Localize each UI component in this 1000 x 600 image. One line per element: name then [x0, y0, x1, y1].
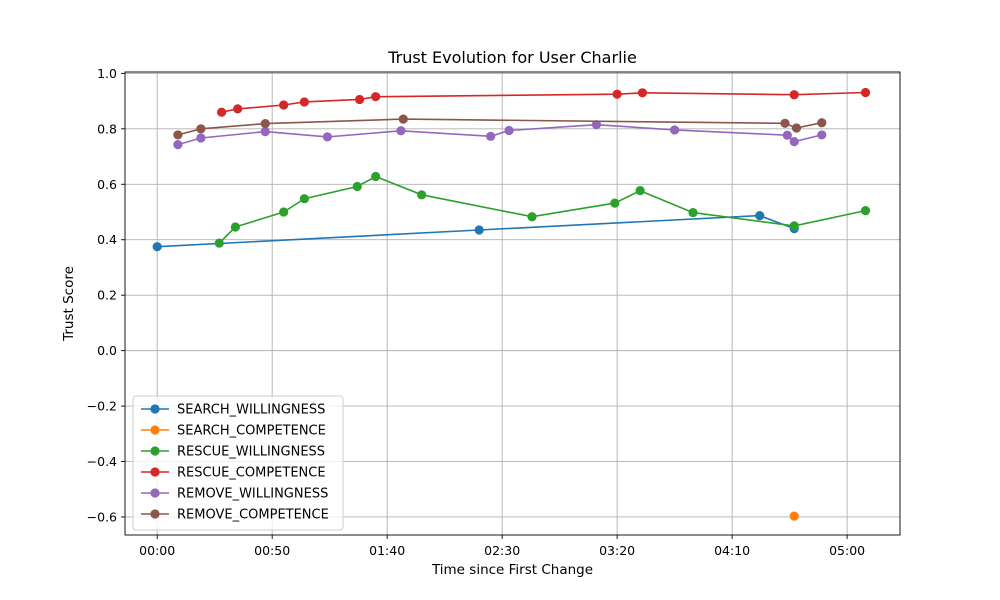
series-search-willingness	[152, 211, 799, 252]
legend-marker	[150, 509, 160, 519]
data-point-search-willingness	[152, 242, 162, 252]
data-point-remove-willingness	[260, 127, 270, 137]
x-axis-title: Time since First Change	[431, 562, 593, 578]
data-point-rescue-willingness	[610, 198, 620, 208]
data-point-rescue-competence	[354, 94, 365, 105]
data-point-rescue-willingness	[214, 238, 224, 248]
legend-marker	[150, 467, 160, 477]
legend-label: SEARCH_WILLINGNESS	[177, 403, 325, 418]
data-point-remove-willingness	[322, 132, 332, 142]
data-point-rescue-competence	[789, 90, 799, 100]
data-point-rescue-competence	[299, 97, 309, 107]
data-point-remove-competence	[196, 124, 206, 134]
legend-marker	[150, 404, 160, 414]
y-tick-label: 1.0	[97, 66, 117, 81]
legend-box	[132, 395, 344, 531]
data-point-rescue-competence	[233, 104, 243, 114]
data-point-rescue-willingness	[230, 222, 240, 232]
data-point-remove-willingness	[789, 136, 799, 147]
data-point-rescue-willingness	[635, 186, 645, 196]
x-tick-label: 00:00	[139, 543, 175, 558]
legend-item-rescue-willingness: RESCUE_WILLINGNESS	[141, 445, 325, 460]
data-point-rescue-competence	[860, 87, 871, 98]
data-point-rescue-willingness	[371, 171, 381, 182]
data-point-remove-willingness	[782, 130, 792, 140]
legend-item-search-willingness: SEARCH_WILLINGNESS	[141, 403, 325, 418]
data-point-remove-willingness	[591, 120, 602, 130]
data-point-rescue-willingness	[527, 212, 537, 222]
data-point-search-competence	[789, 511, 799, 521]
y-tick-label: −0.4	[87, 454, 117, 469]
data-point-remove-willingness	[670, 125, 680, 135]
x-tick-label: 03:20	[599, 543, 635, 558]
data-point-rescue-competence	[371, 92, 381, 102]
data-point-rescue-willingness	[417, 190, 427, 200]
data-point-search-willingness	[474, 225, 484, 235]
y-tick-label: 0.8	[97, 121, 117, 136]
data-point-remove-willingness	[486, 131, 496, 141]
x-tick-label: 05:00	[829, 543, 865, 558]
plot-frame	[124, 71, 901, 536]
data-point-rescue-competence	[637, 88, 648, 98]
legend-item-rescue-competence: RESCUE_COMPETENCE	[141, 466, 326, 481]
y-tick-label: 0.4	[97, 232, 117, 247]
series-remove-willingness	[173, 120, 827, 150]
legend-label: SEARCH_COMPETENCE	[177, 424, 326, 439]
y-axis-title: Trust Score	[61, 266, 77, 342]
data-point-remove-competence	[791, 123, 802, 133]
legend-item-remove-competence: REMOVE_COMPETENCE	[141, 508, 329, 523]
data-point-remove-competence	[817, 118, 827, 128]
data-point-remove-willingness	[173, 140, 183, 150]
data-point-remove-competence	[173, 130, 183, 140]
x-tick-label: 02:30	[484, 543, 520, 558]
series-line-search-willingness	[157, 214, 795, 248]
y-tick-label: 0.2	[97, 288, 117, 303]
data-point-remove-competence	[260, 118, 270, 129]
data-point-rescue-willingness	[789, 221, 799, 231]
legend-label: RESCUE_COMPETENCE	[177, 466, 326, 481]
data-point-rescue-willingness	[299, 194, 309, 204]
y-tick-label: −0.6	[87, 509, 117, 524]
y-tick-label: 0.0	[97, 343, 117, 358]
data-point-remove-competence	[780, 118, 790, 128]
series-search-competence	[789, 511, 799, 521]
chart-title: Trust Evolution for User Charlie	[387, 48, 637, 67]
x-tick-label: 04:10	[714, 543, 750, 558]
data-point-rescue-willingness	[860, 206, 871, 216]
legend-label: REMOVE_WILLINGNESS	[177, 487, 328, 502]
data-point-rescue-willingness	[688, 207, 698, 218]
data-point-remove-willingness	[817, 130, 827, 140]
series-rescue-willingness	[214, 171, 871, 248]
data-point-remove-willingness	[396, 126, 406, 136]
data-point-remove-competence	[398, 114, 408, 124]
legend-marker	[150, 425, 160, 435]
x-tick-label: 01:40	[369, 543, 405, 558]
data-point-search-willingness	[755, 211, 765, 221]
series-layer	[152, 87, 871, 521]
data-point-rescue-competence	[612, 89, 622, 99]
y-tick-label: 0.6	[97, 177, 117, 192]
legend-label: REMOVE_COMPETENCE	[177, 508, 329, 523]
data-point-rescue-willingness	[279, 207, 289, 217]
legend-item-search-competence: SEARCH_COMPETENCE	[141, 424, 326, 439]
data-point-rescue-willingness	[352, 181, 362, 192]
legend-marker	[150, 446, 160, 456]
legend-label: RESCUE_WILLINGNESS	[177, 445, 325, 460]
y-tick-label: −0.2	[87, 399, 117, 414]
legend-marker	[150, 488, 160, 498]
data-point-remove-willingness	[504, 125, 514, 136]
series-rescue-competence	[216, 87, 871, 117]
series-remove-competence	[173, 114, 827, 140]
data-point-remove-willingness	[196, 133, 206, 143]
data-point-rescue-competence	[216, 107, 227, 117]
axis-ticks: 00:00 00:50 01:40 02:30 03:20 04:10 05:00 −0.6 −…	[87, 66, 866, 558]
legend: SEARCH_WILLINGNESS SEARCH_COMPETENCE RESCU…	[132, 395, 344, 531]
data-point-rescue-competence	[279, 100, 289, 110]
series-line-rescue-competence	[221, 91, 866, 113]
x-tick-label: 00:50	[254, 543, 290, 558]
legend-item-remove-willingness: REMOVE_WILLINGNESS	[141, 487, 328, 502]
